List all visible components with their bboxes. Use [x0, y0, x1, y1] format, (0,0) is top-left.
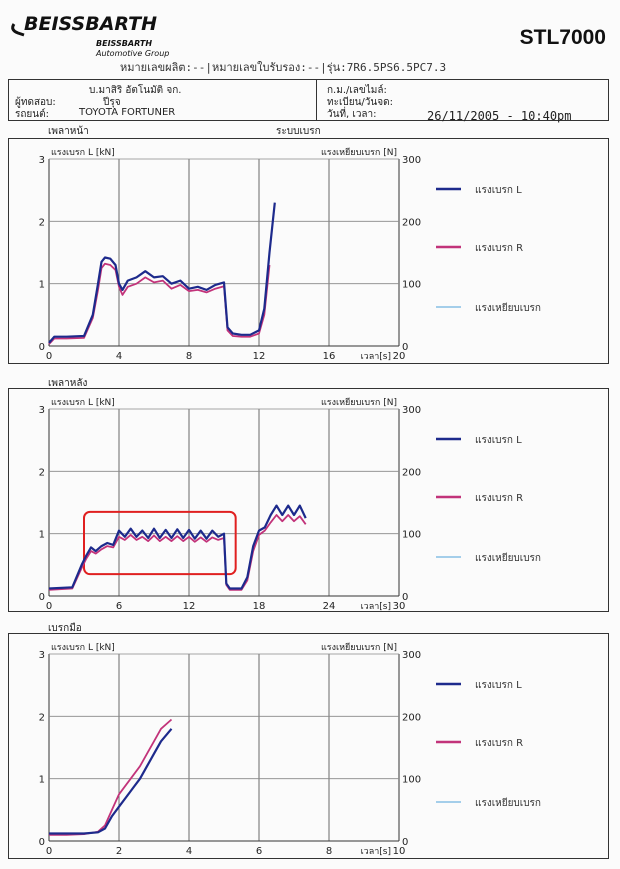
series-line-0 — [48, 202, 276, 344]
header-info-box: บ.มาสิริ อัตโนมัติ จก. ผู้ทดสอบ: ปีรุจ ร… — [8, 79, 609, 123]
x-tick-label: 6 — [256, 846, 262, 857]
y-axis-label: แรงเบรก L [kN] — [51, 643, 115, 653]
y-tick-label: 1 — [39, 280, 45, 291]
beissbarth-logo: BEISSBARTH BEISSBARTH Automotive Group — [11, 13, 169, 58]
section-title-front: เพลาหน้า — [48, 126, 89, 137]
x-tick-label: 8 — [326, 846, 332, 857]
chart-panel-rear: 0 6 12 18 24 30 เวลา[s] 0 1 2 3 0 100 200 300 แรงเบรก L… — [8, 388, 609, 612]
chart-panel-front: 0 4 8 12 16 20 เวลา[s] 0 1 2 3 0 100 200 300 แรงเบรก L … — [8, 138, 609, 364]
y2-tick-label: 100 — [402, 530, 421, 541]
series-line-0 — [49, 728, 173, 835]
y-tick-label: 1 — [39, 775, 45, 786]
legend-label-2: แรงเหยียบเบรก — [475, 302, 541, 314]
legend-label-1: แรงเบรก R — [475, 493, 523, 504]
legend-label-2: แรงเหยียบเบรก — [475, 552, 541, 564]
y-tick-label: 0 — [39, 592, 45, 603]
x-tick-label: 4 — [186, 846, 192, 857]
brand-sub: BEISSBARTH — [96, 39, 152, 48]
plate-label: ก.ม./เลขไมล์: — [327, 85, 387, 96]
x-tick-label: 10 — [393, 846, 406, 857]
reg-label: ทะเบียน/วันจด: — [327, 97, 393, 108]
vehicle-label: รถยนต์: — [15, 109, 49, 120]
y-tick-label: 1 — [39, 530, 45, 541]
y2-tick-label: 300 — [402, 650, 421, 661]
x-tick-label: 4 — [116, 351, 122, 362]
model-name: STL7000 — [519, 26, 606, 49]
y-axis-label: แรงเบรก L [kN] — [51, 148, 115, 158]
x-axis-label: เวลา[s] — [361, 602, 391, 611]
section-subtitle-brake: ระบบเบรก — [276, 126, 321, 137]
y-tick-label: 2 — [39, 712, 45, 723]
legend-label-1: แรงเบรก R — [475, 243, 523, 254]
company-name: บ.มาสิริ อัตโนมัติ จก. — [89, 85, 182, 96]
section-title-rear: เพลาหลัง — [48, 378, 88, 389]
x-axis-label: เวลา[s] — [361, 352, 391, 362]
x-tick-label: 24 — [323, 601, 336, 611]
y2-tick-label: 0 — [402, 342, 408, 353]
y2-tick-label: 0 — [402, 837, 408, 848]
y-tick-label: 2 — [39, 217, 45, 228]
y2-tick-label: 200 — [402, 467, 421, 478]
vehicle-value: TOYOTA FORTUNER — [79, 107, 176, 118]
legend-label-1: แรงเบรก R — [475, 738, 523, 749]
series-line-0 — [48, 504, 307, 590]
x-tick-label: 12 — [253, 351, 266, 362]
x-tick-label: 0 — [46, 846, 52, 857]
y2-tick-label: 0 — [402, 592, 408, 603]
x-tick-label: 0 — [46, 601, 52, 611]
y2-axis-label: แรงเหยียบเบรก [N] — [321, 397, 397, 408]
x-tick-label: 30 — [393, 601, 406, 611]
y-axis-label: แรงเบรก L [kN] — [51, 398, 115, 408]
x-tick-label: 6 — [116, 601, 122, 611]
inspector-value: ปีรุจ — [103, 97, 121, 108]
x-tick-label: 20 — [393, 351, 406, 362]
y-tick-label: 3 — [39, 650, 45, 661]
section-title-handbrake: เบรกมือ — [48, 623, 82, 634]
legend-label-0: แรงเบรก L — [475, 435, 522, 446]
y2-tick-label: 100 — [402, 280, 421, 291]
y-tick-label: 3 — [39, 405, 45, 416]
x-tick-label: 16 — [323, 351, 336, 362]
brand-name: BEISSBARTH — [24, 13, 157, 35]
x-tick-label: 18 — [253, 601, 266, 611]
y-tick-label: 2 — [39, 467, 45, 478]
y-tick-label: 0 — [39, 342, 45, 353]
y2-tick-label: 100 — [402, 775, 421, 786]
y2-tick-label: 300 — [402, 155, 421, 166]
y2-axis-label: แรงเหยียบเบรก [N] — [321, 642, 397, 653]
brand-group: Automotive Group — [95, 49, 169, 58]
x-tick-label: 0 — [46, 351, 52, 362]
x-axis-label: เวลา[s] — [361, 847, 391, 857]
legend-label-0: แรงเบรก L — [475, 680, 522, 691]
y-tick-label: 0 — [39, 837, 45, 848]
vehicle-id-line: หมายเลขผลิต:--|หมายเลขใบรับรอง:--|รุ่น:7… — [120, 61, 447, 74]
y2-axis-label: แรงเหยียบเบรก [N] — [321, 147, 397, 158]
datetime-label: วันที่, เวลา: — [327, 109, 377, 120]
series-line-1 — [48, 514, 307, 591]
chart-panel-handbrake: 0 2 4 6 8 10 เวลา[s] 0 1 2 3 0 100 200 300 แรงเบรก L [k… — [8, 633, 609, 859]
x-tick-label: 12 — [183, 601, 196, 611]
datetime-value: 26/11/2005 - 10:40pm — [427, 109, 572, 123]
y2-tick-label: 200 — [402, 217, 421, 228]
legend-label-0: แรงเบรก L — [475, 185, 522, 196]
y-tick-label: 3 — [39, 155, 45, 166]
inspector-label: ผู้ทดสอบ: — [15, 97, 56, 108]
highlight-box — [83, 510, 237, 576]
y2-tick-label: 300 — [402, 405, 421, 416]
x-tick-label: 8 — [186, 351, 192, 362]
y2-tick-label: 200 — [402, 712, 421, 723]
legend-label-2: แรงเหยียบเบรก — [475, 797, 541, 809]
x-tick-label: 2 — [116, 846, 122, 857]
